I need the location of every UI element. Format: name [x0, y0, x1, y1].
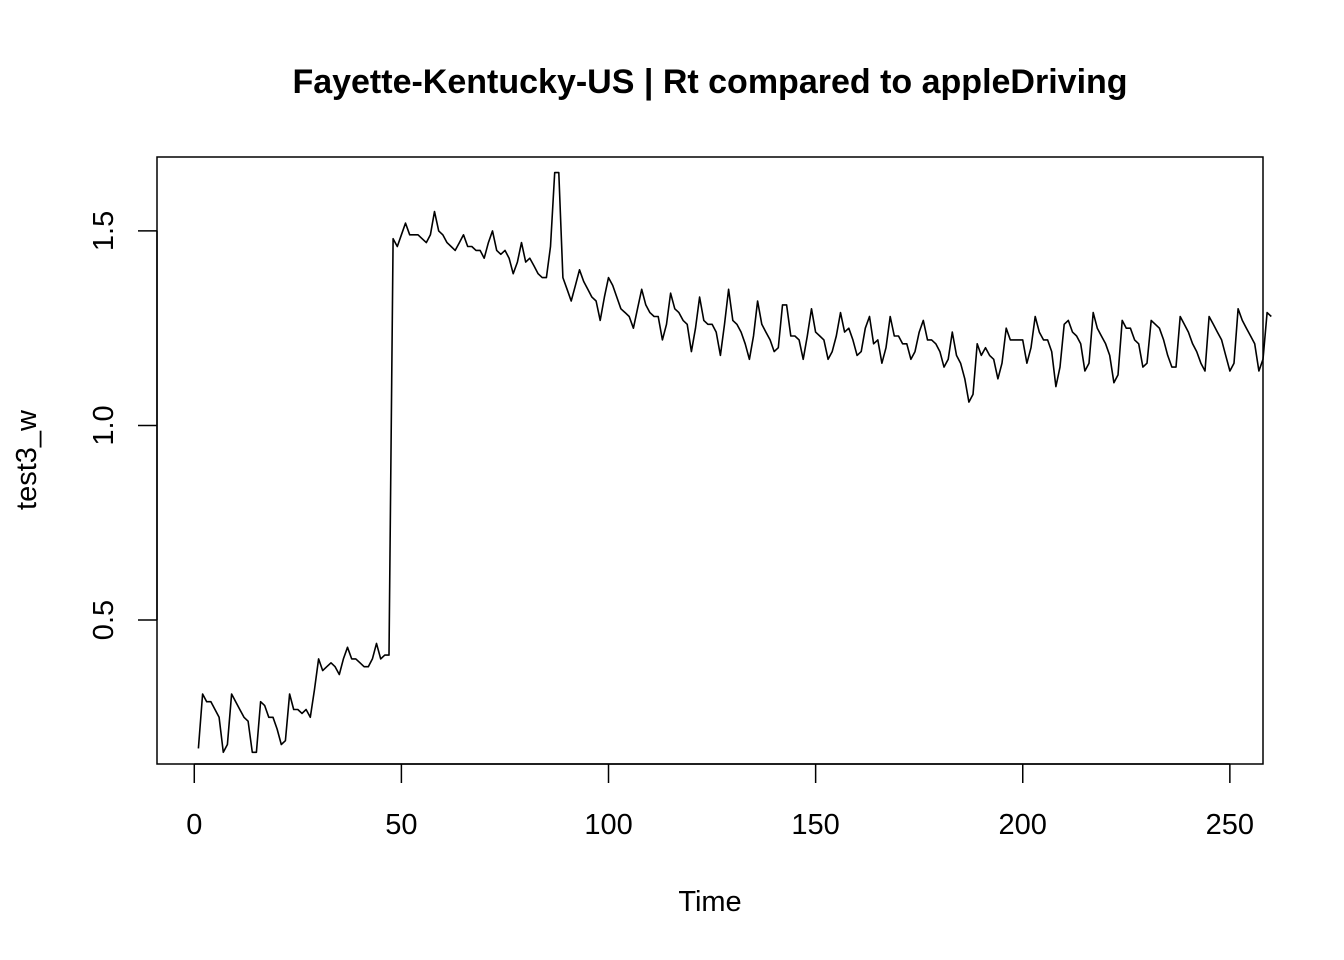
- x-axis-label: Time: [678, 886, 741, 918]
- y-tick-label: 1.0: [88, 405, 120, 445]
- x-tick-label: 50: [385, 809, 417, 841]
- series-layer: [197, 171, 1272, 754]
- y-tick-label: 0.5: [88, 600, 120, 640]
- x-axis: 0 50 100 150 200 250: [186, 763, 1254, 841]
- x-tick-label: 100: [584, 809, 632, 841]
- x-tick-label: 250: [1206, 809, 1254, 841]
- y-tick-label: 1.5: [88, 211, 120, 251]
- series-line: [197, 171, 1272, 754]
- x-tick-label: 200: [999, 809, 1047, 841]
- y-axis-label: test3_w: [11, 409, 43, 510]
- plot-frame: [156, 156, 1264, 765]
- x-tick-label: 150: [791, 809, 839, 841]
- chart-title: Fayette-Kentucky-US | Rt compared to app…: [292, 63, 1127, 101]
- x-tick-label: 0: [186, 809, 202, 841]
- y-axis: 0.5 1.0 1.5: [88, 211, 158, 640]
